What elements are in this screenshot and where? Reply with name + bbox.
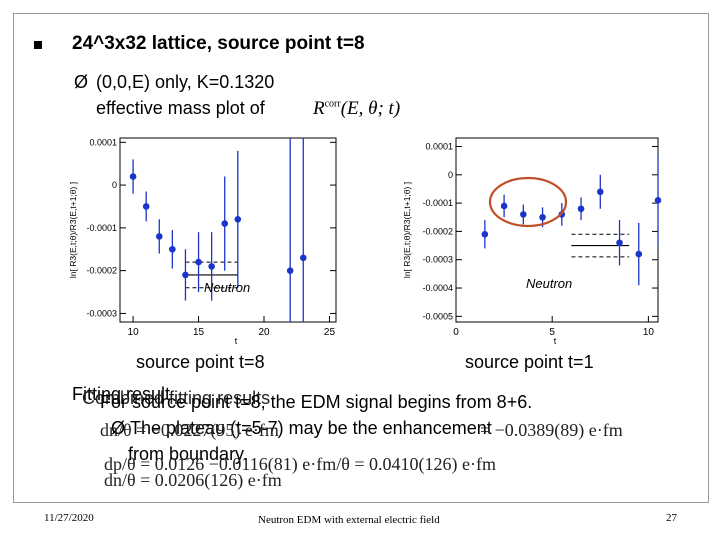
- x-axis-label: t: [554, 336, 557, 346]
- overlap-arrow-icon: Ø: [111, 418, 126, 438]
- y-tick-label: -0.0003: [86, 308, 117, 318]
- x-tick-label: 10: [128, 327, 140, 338]
- y-tick-label: -0.0003: [422, 255, 453, 265]
- y-tick-label: 0.0001: [89, 137, 117, 147]
- data-point: [142, 203, 150, 210]
- sub-bullet-description: effective mass plot of: [96, 98, 265, 118]
- footer-date: 11/27/2020: [44, 512, 94, 524]
- chart-label-neutron: Neutron: [526, 276, 572, 291]
- overlap-combined-results: Combined fitting results: [82, 388, 271, 408]
- bullet-square-icon: [34, 41, 42, 49]
- data-point: [635, 250, 643, 258]
- equation-dn-2: dn/θ = 0.0206(126) e·fm: [104, 470, 282, 490]
- chart-left: 0.0001 0 -0.0001 -0.0002 -0.0003 10 15 20 25 t ln[…: [68, 137, 337, 346]
- arrow-bullet-icon: Ø: [74, 72, 89, 92]
- x-tick-label: 0: [453, 327, 459, 338]
- data-point: [654, 196, 662, 204]
- data-point: [155, 233, 163, 240]
- formula-r-corr: Rcorr(E, θ; t): [313, 98, 400, 120]
- x-axis-label: t: [235, 336, 238, 346]
- footer-page-number: 27: [666, 512, 677, 524]
- plot-frame: [455, 137, 659, 323]
- y-tick-label: 0.0001: [425, 141, 453, 151]
- overlap-boundary-note: from boundary.: [128, 444, 248, 464]
- data-point: [208, 263, 215, 270]
- data-point: [596, 188, 604, 196]
- data-point: [234, 216, 242, 223]
- x-tick-label: 5: [549, 327, 555, 338]
- y-tick-label: -0.0002: [422, 226, 453, 236]
- highlight-circle: [488, 176, 568, 228]
- data-point: [577, 205, 585, 213]
- plot-frame: [119, 137, 337, 323]
- y-tick-label: 0: [448, 170, 453, 180]
- equation-dp: dp/θ = 0.0126 −0.0116(81) e·fm/θ = 0.041…: [104, 454, 496, 474]
- data-point: [182, 271, 189, 279]
- formula-args: (E, θ; t): [340, 98, 401, 119]
- chart-right: 0.0001 0 -0.0001 -0.0002 -0.0003 -0.0004 -0.00…: [402, 137, 662, 346]
- y-tick-label: -0.0005: [422, 311, 453, 321]
- formula-sup: corr: [324, 98, 341, 110]
- data-point: [500, 202, 508, 210]
- x-tick-label: 10: [643, 327, 655, 338]
- caption-right: source point t=1: [465, 352, 594, 372]
- data-point: [169, 245, 176, 253]
- overlap-plateau-note: The plateau (t=5-7) may be the enhanceme…: [130, 418, 492, 438]
- data-point: [481, 230, 489, 238]
- data-point: [221, 220, 229, 227]
- data-point: [195, 258, 202, 266]
- y-tick-label: -0.0001: [86, 223, 117, 233]
- y-axis-label: ln[ R3(E,t;θ)/R3(E,t+1;θ) ]: [402, 182, 412, 278]
- chart-label-neutron: Neutron: [204, 280, 250, 295]
- data-point: [616, 239, 623, 247]
- y-tick-label: 0: [112, 180, 117, 190]
- slide-title: 24^3x32 lattice, source point t=8: [72, 33, 365, 54]
- y-tick-label: -0.0004: [422, 283, 453, 293]
- x-tick-label: 25: [324, 327, 336, 338]
- data-point: [129, 173, 137, 180]
- footer-title: Neutron EDM with external electric field: [258, 514, 440, 526]
- data-point: [539, 213, 546, 221]
- overlap-fitting-result: Fitting result: [72, 384, 171, 404]
- sub-bullet-config: Ø (0,0,E) only, K=0.1320: [74, 72, 274, 93]
- x-tick-label: 20: [258, 327, 270, 338]
- data-point: [286, 267, 294, 274]
- data-point: [299, 254, 307, 262]
- config-text: (0,0,E) only, K=0.1320: [96, 72, 275, 92]
- x-tick-label: 15: [193, 327, 205, 338]
- data-point: [520, 211, 527, 218]
- y-axis-label: ln[ R3(E,t;θ)/R3(E,t+1;θ) ]: [68, 182, 78, 278]
- equation-dn-1-right: = −0.0389(89) e·fm: [480, 420, 623, 440]
- y-tick-label: -0.0001: [422, 198, 453, 208]
- slide-frame: [13, 13, 709, 503]
- y-tick-label: -0.0002: [86, 266, 117, 276]
- caption-left: source point t=8: [136, 352, 265, 372]
- formula-main: R: [313, 98, 325, 119]
- overlap-edm-signal: For source point t=8, the EDM signal beg…: [100, 392, 533, 412]
- equation-dn-1: dn/θ = −0.0227(95) e·fm: [100, 420, 279, 440]
